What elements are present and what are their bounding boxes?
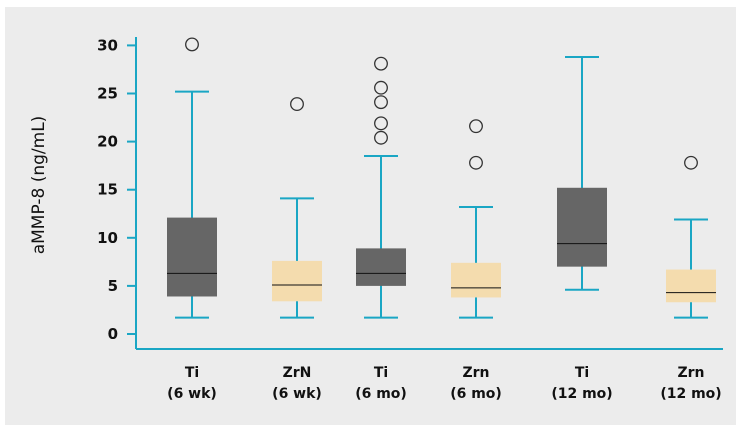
outlier-point [374,80,388,95]
box-group [356,56,406,319]
boxplot-chart: 0 5 10 15 20 25 30 Ti (6 wk) ZrN (6 wk) Ti (6 mo) Zrn… [29,36,723,402]
outlier-point [374,130,388,145]
box-group [167,37,217,319]
y-axis-title: aMMP-8 (ng/mL) [29,116,49,255]
y-tick-label: 15 [97,181,118,199]
x-category-label: Ti [185,365,199,381]
y-tick-label: 0 [108,325,118,343]
y-tick-label: 25 [97,85,118,103]
outlier-point [374,95,388,110]
x-category-sublabel: (6 wk) [272,386,322,402]
x-category-label: Ti [374,365,388,381]
x-category-label: ZrN [283,365,312,381]
outlier-point [374,116,388,131]
y-tick-label: 5 [108,277,118,295]
box-iqr [356,248,406,286]
axes [127,37,723,350]
chart-panel: 0 5 10 15 20 25 30 Ti (6 wk) ZrN (6 wk) Ti (6 mo) Zrn… [5,7,736,425]
x-category-label: Ti [575,365,589,381]
box-group [272,97,322,319]
x-category-label: Zrn [677,365,704,381]
x-category-label: Zrn [462,365,489,381]
x-category-sublabel: (6 wk) [167,386,217,402]
box-group [557,55,607,291]
box-group [666,155,716,319]
x-category-sublabel: (12 mo) [551,386,612,402]
outlier-point [469,155,483,170]
x-category-sublabel: (6 mo) [450,386,502,402]
box-group [451,119,501,319]
y-tick-label: 30 [97,36,118,54]
y-tick-label: 10 [97,229,118,247]
outlier-point [469,119,483,134]
x-category-sublabel: (12 mo) [660,386,721,402]
box-iqr [557,187,607,267]
outlier-point [185,37,199,52]
boxes [167,37,716,319]
x-category-sublabel: (6 mo) [355,386,407,402]
outlier-point [290,97,304,112]
y-tick-label: 20 [97,133,118,151]
box-iqr [272,260,322,302]
outlier-point [684,155,698,170]
box-iqr [167,217,217,297]
box-iqr [666,269,716,303]
outlier-point [374,56,388,71]
labels: 0 5 10 15 20 25 30 Ti (6 wk) ZrN (6 wk) Ti (6 mo) Zrn… [97,36,722,402]
box-iqr [451,262,501,298]
